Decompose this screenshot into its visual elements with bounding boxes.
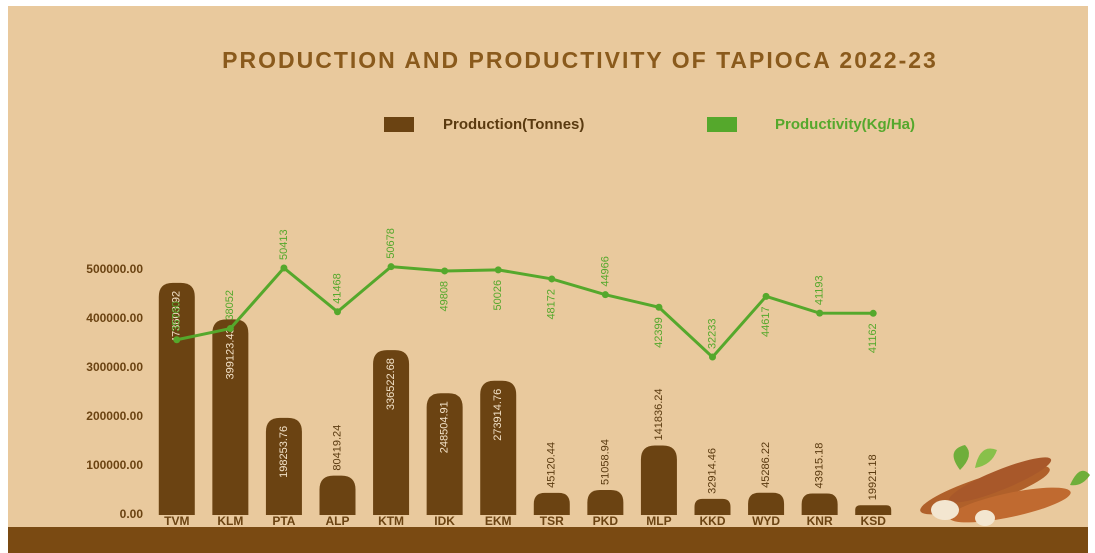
value-label: 80419.24 (331, 425, 343, 471)
value-label: 248504.91 (439, 401, 451, 453)
point (494, 266, 502, 274)
x-tick-label: IDK (434, 514, 455, 528)
x-tick-label: ALP (326, 514, 350, 528)
bar (265, 417, 302, 515)
point (655, 303, 663, 311)
bar (158, 282, 195, 515)
y-tick-label: 100000.00 (86, 458, 143, 472)
bar (587, 489, 624, 515)
point (869, 309, 877, 317)
x-tick-label: KKD (700, 514, 726, 528)
y-tick-label: 300000.00 (86, 360, 143, 374)
x-tick-label: PTA (272, 514, 295, 528)
value-label: 44617 (760, 306, 772, 337)
legend-label: Production(Tonnes) (443, 116, 584, 133)
value-label: 41468 (331, 273, 343, 304)
value-label: 19921.18 (867, 454, 879, 500)
bar (373, 350, 410, 515)
point (334, 308, 341, 316)
bar (748, 492, 785, 515)
value-label: 336522.68 (385, 358, 397, 410)
y-tick-label: 0.00 (120, 507, 144, 521)
y-tick-label: 200000.00 (86, 409, 143, 423)
point (548, 275, 556, 283)
cassava-illustration (920, 445, 1090, 526)
bar (212, 319, 249, 515)
bar (640, 445, 677, 515)
value-label: 41162 (867, 323, 879, 353)
value-label: 273914.76 (492, 389, 504, 441)
point (173, 336, 181, 344)
x-tick-label: KSD (861, 514, 887, 528)
value-label: 50026 (492, 280, 504, 311)
x-tick-label: PKD (593, 514, 619, 528)
legend-label: Productivity(Kg/Ha) (775, 116, 915, 133)
value-label: 35760 (171, 301, 183, 332)
value-label: 399123.43 (224, 327, 236, 379)
y-tick-label: 500000.00 (86, 262, 143, 276)
point (709, 353, 716, 361)
value-label: 42399 (653, 317, 665, 348)
value-label: 32914.46 (706, 448, 718, 494)
legend-swatch (384, 117, 414, 132)
x-tick-label: MLP (646, 514, 671, 528)
value-label: 50678 (385, 228, 397, 259)
point (387, 263, 395, 271)
value-label: 48172 (546, 289, 558, 320)
value-label: 49808 (439, 281, 451, 312)
value-label: 473603.92 (171, 291, 183, 343)
point (441, 267, 449, 275)
bar (480, 380, 517, 515)
x-tick-label: TVM (164, 514, 189, 528)
legend-swatch (707, 117, 737, 132)
point (601, 291, 609, 299)
bar (694, 498, 731, 515)
chart-title: PRODUCTION AND PRODUCTIVITY OF TAPIOCA 2… (222, 47, 938, 73)
x-tick-label: EKM (485, 514, 512, 528)
bar (426, 393, 463, 515)
x-tick-label: KNR (807, 514, 833, 528)
value-label: 44966 (599, 256, 611, 287)
point (762, 292, 770, 300)
value-label: 38052 (224, 290, 236, 321)
value-label: 50413 (278, 229, 290, 260)
value-label: 32233 (706, 318, 718, 349)
bar (533, 492, 570, 515)
value-label: 45286.22 (760, 442, 772, 488)
x-tick-label: KTM (378, 514, 404, 528)
value-label: 41193 (814, 275, 826, 305)
x-tick-label: WYD (752, 514, 780, 528)
bar (801, 493, 838, 515)
line (176, 265, 874, 360)
bar (855, 505, 892, 515)
point (280, 264, 288, 272)
value-label: 45120.44 (546, 442, 558, 488)
point (816, 309, 824, 317)
value-label: 141836.24 (653, 389, 665, 441)
value-label: 43915.18 (814, 443, 826, 489)
x-tick-label: TSR (540, 514, 564, 528)
value-label: 51058.94 (599, 439, 611, 485)
value-label: 198253.76 (278, 426, 290, 478)
bottom-strip (8, 527, 1088, 553)
x-tick-label: KLM (217, 514, 243, 528)
y-tick-label: 400000.00 (86, 311, 143, 325)
point (226, 325, 234, 333)
bar (319, 475, 356, 515)
